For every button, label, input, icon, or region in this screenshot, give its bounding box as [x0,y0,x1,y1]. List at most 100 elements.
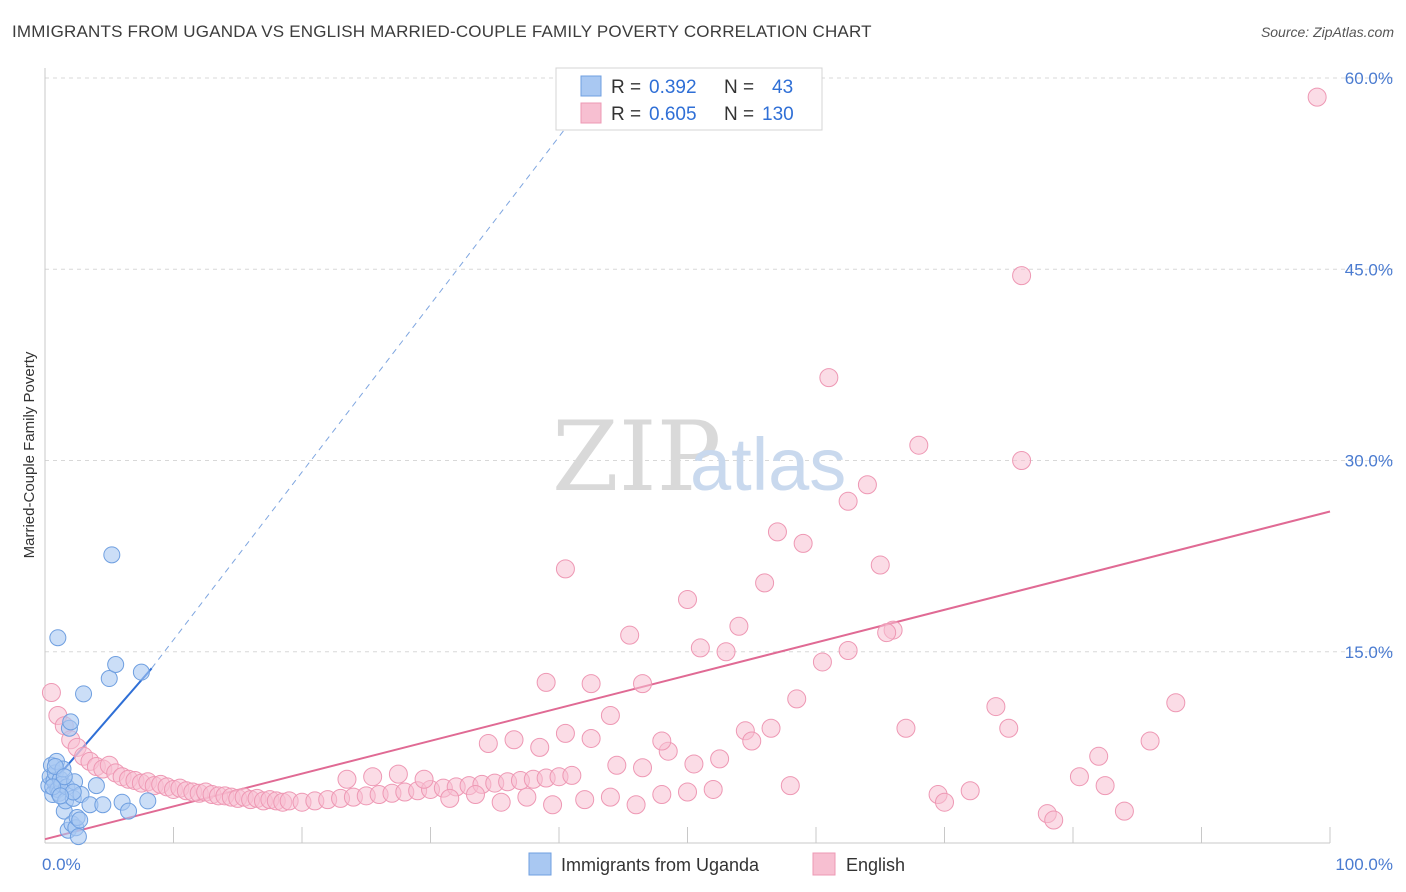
english-point-79 [581,728,601,748]
y-tick-label-2: 45.0% [1345,260,1393,279]
english-point-98 [690,638,710,658]
english-point-108 [857,475,877,495]
english-point-109 [870,555,890,575]
english-point-77 [530,737,550,757]
english-point-73 [678,782,697,802]
series-uganda-points [40,546,157,846]
series-english-points [41,87,1327,830]
english-point-124 [1166,693,1186,713]
english-point-87 [787,689,807,709]
english-point-65 [465,785,485,805]
english-point-111 [896,718,916,738]
english-point-116 [986,697,1006,717]
grid-lines [45,77,1395,653]
english-point-94 [620,625,640,645]
watermark: ZIP atlas [552,401,846,513]
english-point-83 [684,754,704,774]
english-point-95 [633,674,653,694]
english-point-81 [633,758,653,778]
bottom-legend-swatch-uganda [528,852,552,876]
legend-english-r-value: 0.605 [649,104,697,125]
x-tick-labels: 0.0% 100.0% [42,855,1393,874]
english-point-72 [652,785,672,805]
english-point-93 [600,706,620,725]
bottom-legend: Immigrants from Uganda English [528,852,905,876]
legend-uganda-r-label: R = [611,77,641,98]
english-point-59 [562,765,582,785]
y-tick-label-3: 60.0% [1345,69,1393,88]
x-tick-label-0: 0.0% [42,855,81,874]
watermark-zip: ZIP [552,401,721,513]
uganda-point-36 [49,629,67,647]
english-point-127 [1095,776,1115,796]
english-point-71 [626,795,646,815]
english-point-97 [678,589,697,609]
english-point-128 [877,623,897,643]
source-label: Source: ZipAtlas.com [1260,24,1394,40]
english-point-76 [504,730,524,750]
uganda-point-23 [69,828,87,846]
english-point-86 [761,718,781,738]
y-tick-label-1: 30.0% [1345,452,1393,471]
legend-english-n-label: N = [724,104,754,125]
english-point-123 [1140,731,1160,751]
legend-swatch-english [580,102,602,124]
english-point-104 [780,776,800,796]
english-point-122 [1114,801,1134,821]
english-point-106 [819,368,839,388]
x-tick-label-1: 100.0% [1335,855,1393,874]
english-point-69 [575,790,595,810]
uganda-point-39 [55,768,73,786]
uganda-point-37 [103,546,121,564]
uganda-point-33 [120,802,138,820]
english-point-88 [812,652,832,672]
chart-title: IMMIGRANTS FROM UGANDA VS ENGLISH MARRIE… [12,22,872,41]
english-point-118 [1012,451,1032,470]
english-point-92 [581,674,601,694]
uganda-point-31 [107,656,125,673]
english-point-80 [607,755,627,775]
english-point-68 [543,795,563,815]
english-point-112 [909,435,929,455]
bottom-legend-label-uganda: Immigrants from Uganda [561,855,760,875]
english-point-84 [710,749,730,769]
english-point-91 [555,559,575,579]
english-point-101 [742,731,762,751]
uganda-point-29 [94,796,112,814]
english-point-105 [793,533,813,553]
english-point-0 [41,683,61,703]
english-point-114 [935,792,954,812]
english-point-75 [478,734,498,754]
english-point-107 [838,491,858,511]
english-point-129 [1307,87,1327,107]
english-point-103 [767,522,787,542]
english-point-70 [600,787,620,807]
uganda-point-30 [100,670,118,688]
uganda-point-24 [71,811,89,829]
english-point-115 [960,781,980,801]
english-point-100 [729,616,749,636]
uganda-point-17 [62,713,80,731]
uganda-point-35 [139,792,157,810]
y-tick-labels: 15.0% 30.0% 45.0% 60.0% [1345,69,1393,662]
english-point-74 [703,779,723,799]
english-point-67 [517,787,537,807]
legend-swatch-uganda [580,75,602,97]
legend-english-n-value: 130 [762,104,794,125]
english-point-96 [652,731,672,751]
trend-line-uganda-dashed [151,77,605,669]
english-point-126 [1044,810,1064,830]
axes [44,68,1331,844]
top-legend: R = 0.392 N = 43 R = 0.605 N = 130 [555,67,823,131]
english-point-78 [555,723,575,743]
english-point-125 [1012,266,1032,286]
legend-english-r-label: R = [611,104,641,125]
trend-line-english [44,510,1331,841]
english-point-120 [1069,767,1089,787]
english-point-61 [363,767,383,787]
bottom-legend-swatch-english [812,852,836,876]
legend-uganda-n-label: N = [724,77,754,98]
english-point-60 [337,769,357,789]
english-point-102 [755,573,775,593]
